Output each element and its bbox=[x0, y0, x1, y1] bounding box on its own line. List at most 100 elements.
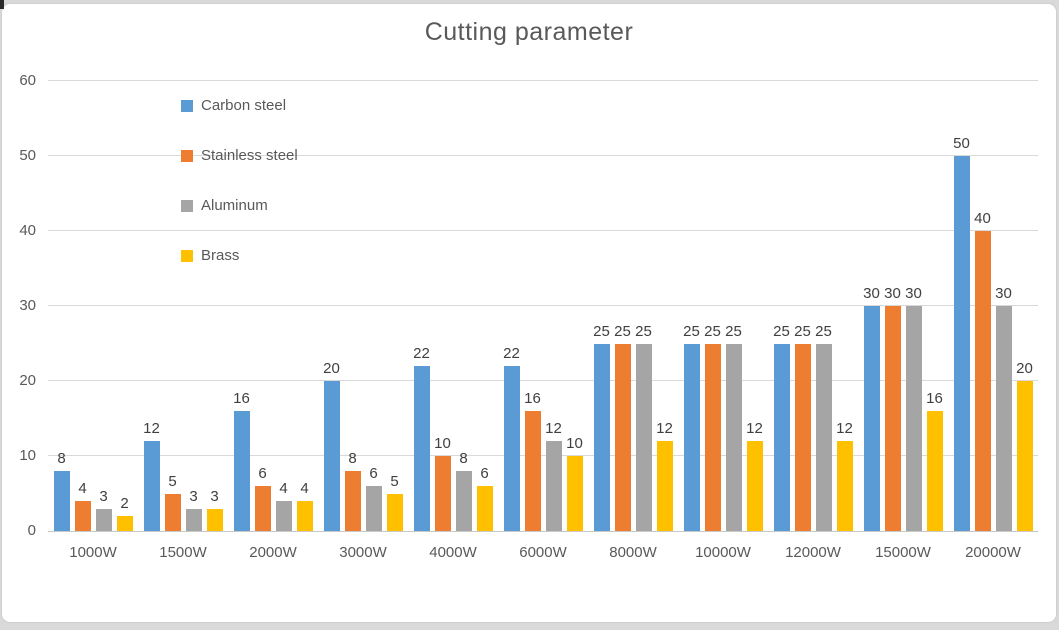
y-tick-label: 20 bbox=[19, 372, 36, 389]
x-tick-label: 1000W bbox=[69, 544, 117, 561]
bar-aluminum: 30 bbox=[905, 285, 922, 531]
data-label: 4 bbox=[279, 480, 288, 497]
data-label: 25 bbox=[614, 322, 631, 340]
bar-stainless-steel: 6 bbox=[254, 465, 271, 531]
bar-carbon-steel: 22 bbox=[413, 345, 430, 531]
data-label: 4 bbox=[300, 480, 309, 497]
category-group: 25 25 25 12 10000W bbox=[678, 81, 768, 562]
x-tick-label: 3000W bbox=[339, 544, 387, 561]
data-label: 25 bbox=[815, 322, 832, 340]
bar-brass: 10 bbox=[566, 435, 583, 531]
bar-carbon-steel: 22 bbox=[503, 345, 520, 531]
data-label: 22 bbox=[503, 345, 520, 362]
data-label: 12 bbox=[656, 420, 673, 437]
bar-brass: 3 bbox=[206, 488, 223, 531]
data-label: 3 bbox=[210, 487, 219, 505]
category-group: 22 16 12 10 6000W bbox=[498, 81, 588, 561]
data-label: 8 bbox=[348, 450, 357, 467]
bar-aluminum: 25 bbox=[815, 323, 832, 531]
bar-carbon-steel: 50 bbox=[953, 135, 970, 531]
bar-stainless-steel: 8 bbox=[344, 450, 361, 531]
data-label: 6 bbox=[369, 465, 378, 482]
bar-aluminum: 25 bbox=[725, 323, 742, 531]
x-tick-label: 12000W bbox=[785, 544, 841, 561]
bar-aluminum: 3 bbox=[185, 488, 202, 531]
data-label: 50 bbox=[953, 135, 970, 152]
data-label: 8 bbox=[459, 450, 468, 467]
categories: 8 4 3 2 1000W 12 5 3 3 1500W 16 6 4 4 2000W 20 8 6 5 3000W 2… bbox=[48, 81, 1038, 562]
data-label: 20 bbox=[1016, 360, 1033, 377]
data-label: 3 bbox=[99, 487, 108, 505]
gridline bbox=[48, 455, 1038, 456]
bar-carbon-steel: 16 bbox=[233, 390, 250, 531]
x-tick-label: 1500W bbox=[159, 544, 207, 561]
bar-stainless-steel: 4 bbox=[74, 480, 91, 531]
bar-aluminum: 30 bbox=[995, 285, 1012, 531]
bar-stainless-steel: 30 bbox=[884, 285, 901, 531]
data-label: 5 bbox=[168, 472, 177, 490]
bar-carbon-steel: 30 bbox=[863, 285, 880, 531]
gridline bbox=[48, 230, 1038, 231]
bar-aluminum: 4 bbox=[275, 480, 292, 531]
data-label: 10 bbox=[566, 435, 583, 452]
x-tick-label: 8000W bbox=[609, 544, 657, 561]
bar-brass: 12 bbox=[656, 420, 673, 531]
plot-area: 0 10 20 30 40 50 60 8 4 3 2 1000W 12 5 3 3 1500W 16 6 4 4 20… bbox=[19, 72, 1038, 562]
data-label: 25 bbox=[773, 322, 790, 340]
category-group: 30 30 30 16 15000W bbox=[858, 81, 948, 561]
bar-stainless-steel: 25 bbox=[614, 323, 631, 531]
bar-carbon-steel: 25 bbox=[593, 323, 610, 531]
screen-corner-artifact bbox=[0, 0, 4, 9]
bar-brass: 4 bbox=[296, 480, 313, 531]
bar-brass: 16 bbox=[926, 390, 943, 531]
data-label: 12 bbox=[545, 420, 562, 437]
data-label: 12 bbox=[746, 420, 763, 437]
data-label: 10 bbox=[434, 435, 451, 452]
bar-brass: 2 bbox=[116, 495, 133, 531]
bar-carbon-steel: 12 bbox=[143, 420, 160, 531]
bar-aluminum: 8 bbox=[455, 450, 472, 531]
y-tick-label: 50 bbox=[19, 147, 36, 164]
bar-aluminum: 3 bbox=[95, 488, 112, 531]
bar-stainless-steel: 40 bbox=[974, 210, 991, 531]
bar-brass: 6 bbox=[476, 465, 493, 531]
data-label: 30 bbox=[905, 285, 922, 302]
category-group: 12 5 3 3 1500W bbox=[138, 81, 228, 561]
category-group: 50 40 30 20 20000W bbox=[948, 81, 1038, 561]
y-tick-label: 60 bbox=[19, 72, 36, 89]
data-label: 25 bbox=[593, 322, 610, 340]
bar-stainless-steel: 10 bbox=[434, 435, 451, 531]
y-tick-label: 40 bbox=[19, 222, 36, 239]
category-group: 25 25 25 12 12000W bbox=[768, 81, 858, 562]
data-label: 30 bbox=[995, 285, 1012, 302]
bar-stainless-steel: 16 bbox=[524, 390, 541, 531]
bar-stainless-steel: 5 bbox=[164, 473, 181, 531]
bar-brass: 20 bbox=[1016, 360, 1033, 531]
category-group: 20 8 6 5 3000W bbox=[318, 81, 408, 561]
data-label: 16 bbox=[926, 390, 943, 407]
x-tick-label: 6000W bbox=[519, 544, 567, 561]
gridline bbox=[48, 305, 1038, 306]
bar-aluminum: 6 bbox=[365, 465, 382, 531]
gridline bbox=[48, 155, 1038, 156]
data-label: 16 bbox=[233, 390, 250, 407]
x-tick-label: 15000W bbox=[875, 544, 931, 561]
data-label: 25 bbox=[725, 322, 742, 340]
bar-carbon-steel: 25 bbox=[683, 323, 700, 531]
bar-stainless-steel: 25 bbox=[794, 323, 811, 531]
category-group: 8 4 3 2 1000W bbox=[48, 81, 138, 561]
data-label: 8 bbox=[57, 450, 66, 467]
y-tick-label: 30 bbox=[19, 297, 36, 314]
data-label: 12 bbox=[143, 420, 160, 437]
x-tick-label: 4000W bbox=[429, 544, 477, 561]
data-label: 4 bbox=[78, 480, 87, 497]
data-label: 40 bbox=[974, 210, 991, 227]
data-label: 12 bbox=[836, 420, 853, 437]
gridline bbox=[48, 80, 1038, 81]
bar-aluminum: 25 bbox=[635, 323, 652, 531]
data-label: 20 bbox=[323, 360, 340, 377]
x-tick-label: 2000W bbox=[249, 544, 297, 561]
bar-carbon-steel: 20 bbox=[323, 360, 340, 531]
y-tick-label: 0 bbox=[27, 522, 36, 539]
x-tick-label: 20000W bbox=[965, 544, 1021, 561]
